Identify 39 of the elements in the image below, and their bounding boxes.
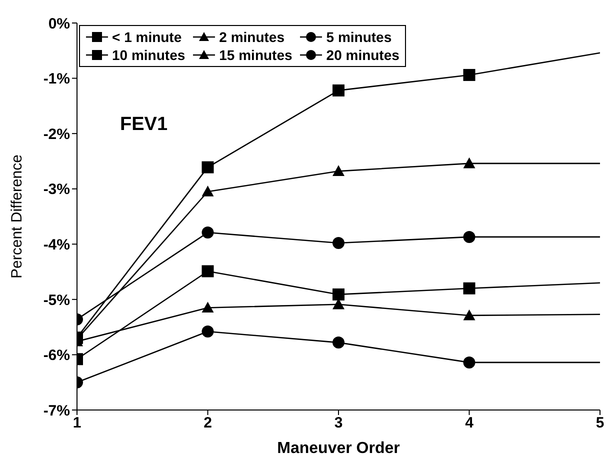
point [202,325,214,338]
point [332,237,344,250]
x-tick-label: 1 [72,414,82,432]
point [332,84,344,96]
x-tick-label: 2 [204,414,212,432]
y-tick-label: -7% [43,402,70,420]
x-axis-title: Maneuver Order [277,440,400,457]
y-tick-label: -3% [43,181,70,198]
y-axis-title: Percent Difference [8,154,26,278]
legend-label: 10 minutes [112,47,186,63]
point [463,68,476,81]
x-tick-label: 5 [596,414,604,432]
legend-label: 20 minutes [326,47,400,63]
y-tick-label: 0% [48,15,70,32]
y-tick-label: -5% [43,292,70,309]
point [332,336,344,349]
x-tick-label: 3 [334,414,343,432]
point [202,265,214,278]
y-tick-label: -6% [43,347,70,364]
point [463,230,476,243]
y-tick-label: -4% [43,236,70,254]
point [463,282,476,294]
y-tick-label: -2% [43,126,70,143]
point [202,186,214,196]
annotation: FEV1 [120,114,168,135]
point [202,226,214,239]
point [332,165,344,176]
y-tick-label: -1% [43,70,70,88]
legend-label: 5 minutes [326,29,392,45]
point [463,309,476,320]
x-tick-label: 4 [465,414,474,432]
point [463,356,476,368]
legend-label: < 1 minute [112,29,182,45]
point [202,302,214,313]
point [202,161,214,174]
legend-label: 15 minutes [219,47,292,63]
point [332,288,344,300]
point [463,157,476,168]
legend-label: 2 minutes [219,29,284,45]
